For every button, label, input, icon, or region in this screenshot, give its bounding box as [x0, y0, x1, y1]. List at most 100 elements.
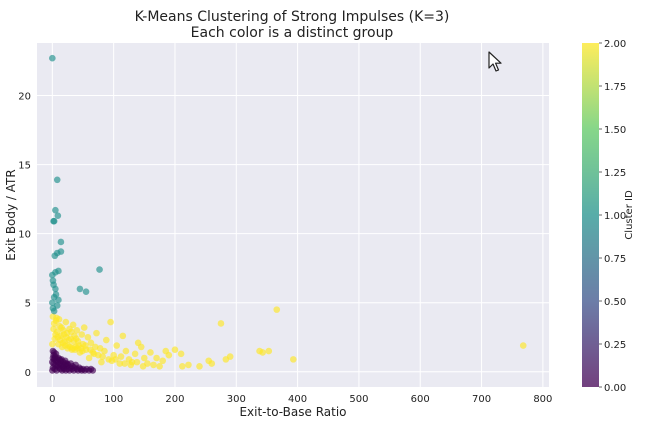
data-point-cluster-1	[57, 248, 65, 255]
data-point-cluster-0	[52, 350, 60, 358]
colorbar-tick-label: 1.50	[604, 125, 626, 136]
data-point-cluster-1	[49, 54, 56, 62]
data-point-cluster-2	[131, 350, 139, 358]
data-point-cluster-2	[217, 320, 225, 327]
data-point-cluster-1	[82, 288, 90, 295]
data-point-cluster-2	[159, 357, 167, 365]
x-tick-label: 800	[533, 394, 552, 405]
data-point-cluster-2	[177, 350, 185, 358]
x-tick-label: 500	[349, 394, 368, 405]
data-point-cluster-2	[273, 306, 281, 313]
data-point-cluster-0	[57, 357, 65, 365]
data-point-cluster-2	[171, 346, 179, 353]
data-point-cluster-2	[80, 324, 88, 331]
data-point-cluster-1	[76, 285, 84, 293]
x-tick-labels: 0 100 200 300 400 500 600 700 800	[49, 394, 552, 405]
data-point-cluster-2	[185, 361, 192, 369]
plot-background	[37, 43, 549, 387]
data-point-cluster-2	[113, 342, 121, 349]
x-tick-label: 0	[49, 394, 55, 405]
data-point-cluster-2	[93, 329, 100, 337]
colorbar-tick-label: 0.25	[604, 340, 626, 351]
data-point-cluster-2	[162, 347, 170, 355]
data-point-cluster-2	[290, 356, 297, 363]
data-point-cluster-2	[153, 354, 160, 362]
data-point-cluster-2	[91, 343, 99, 351]
y-tick-label: 0	[25, 368, 31, 379]
data-point-cluster-1	[52, 285, 59, 293]
data-point-cluster-2	[144, 360, 151, 367]
data-point-cluster-2	[147, 349, 154, 356]
data-point-cluster-1	[52, 206, 59, 214]
data-point-cluster-1	[50, 307, 58, 315]
y-tick-label: 15	[18, 161, 31, 172]
x-tick-label: 600	[411, 394, 430, 405]
y-tick-label: 20	[18, 91, 31, 102]
data-point-cluster-2	[84, 333, 92, 341]
data-point-cluster-2	[87, 339, 95, 347]
data-point-cluster-2	[102, 336, 110, 344]
colorbar-tick-label: 1.00	[604, 211, 626, 222]
data-point-cluster-2	[116, 360, 124, 367]
data-point-cluster-2	[112, 356, 119, 363]
data-point-cluster-1	[96, 266, 103, 273]
x-axis-label: Exit-to-Base Ratio	[239, 405, 346, 419]
data-point-cluster-2	[107, 318, 114, 326]
data-point-cluster-2	[58, 324, 65, 331]
data-point-cluster-2	[85, 354, 93, 362]
data-point-cluster-2	[150, 361, 157, 369]
data-point-cluster-2	[122, 347, 130, 355]
data-point-cluster-2	[127, 361, 135, 369]
data-point-cluster-2	[519, 342, 527, 349]
colorbar-tick-label: 0.50	[604, 297, 626, 308]
data-point-cluster-1	[51, 252, 59, 260]
data-point-cluster-2	[117, 353, 125, 360]
data-point-cluster-2	[99, 353, 106, 360]
colorbar-tick-labels: 0.00 0.25 0.50 0.75 1.00 1.25 1.50 1.75 2.00	[599, 39, 626, 394]
colorbar-tick-label: 1.25	[604, 168, 626, 179]
data-point-cluster-2	[98, 358, 105, 366]
data-point-cluster-2	[50, 325, 57, 333]
data-point-cluster-2	[179, 362, 186, 370]
data-point-cluster-0	[62, 360, 70, 367]
x-tick-label: 200	[165, 394, 184, 405]
colorbar-tick-label: 0.75	[604, 254, 626, 265]
data-point-cluster-2	[62, 318, 70, 326]
data-point-cluster-2	[78, 331, 86, 338]
data-point-cluster-1	[55, 267, 62, 275]
data-point-cluster-1	[49, 271, 56, 279]
data-point-cluster-2	[208, 360, 216, 367]
data-point-cluster-2	[196, 362, 203, 370]
data-point-cluster-1	[49, 299, 56, 307]
data-point-cluster-2	[90, 350, 98, 358]
data-point-cluster-1	[55, 296, 62, 304]
colorbar-tick-label: 2.00	[604, 39, 626, 50]
data-points	[49, 54, 527, 374]
data-point-cluster-2	[119, 332, 127, 340]
data-point-cluster-2	[50, 320, 58, 327]
colorbar-label: Cluster ID	[624, 190, 635, 240]
colorbar-tick-label: 0.00	[604, 383, 626, 394]
chart-title: K-Means Clustering of Strong Impulses (K…	[135, 9, 450, 25]
y-tick-label: 5	[25, 299, 31, 310]
x-tick-label: 300	[227, 394, 246, 405]
y-tick-label: 10	[18, 230, 31, 241]
data-point-cluster-2	[82, 342, 89, 349]
y-tick-labels: 0 5 10 15 20	[18, 91, 31, 378]
data-point-cluster-2	[49, 340, 56, 348]
x-tick-label: 400	[288, 394, 307, 405]
chart-subtitle: Each color is a distinct group	[191, 25, 394, 41]
data-point-cluster-2	[222, 356, 230, 363]
data-point-cluster-1	[53, 176, 61, 184]
x-tick-label: 700	[472, 394, 491, 405]
data-point-cluster-0	[89, 367, 97, 374]
data-point-cluster-2	[73, 327, 81, 334]
x-tick-label: 100	[104, 394, 123, 405]
data-point-cluster-2	[256, 347, 263, 355]
y-axis-label: Exit Body / ATR	[4, 169, 18, 260]
data-point-cluster-2	[68, 328, 75, 336]
data-point-cluster-2	[79, 347, 86, 355]
data-point-cluster-2	[133, 358, 141, 366]
